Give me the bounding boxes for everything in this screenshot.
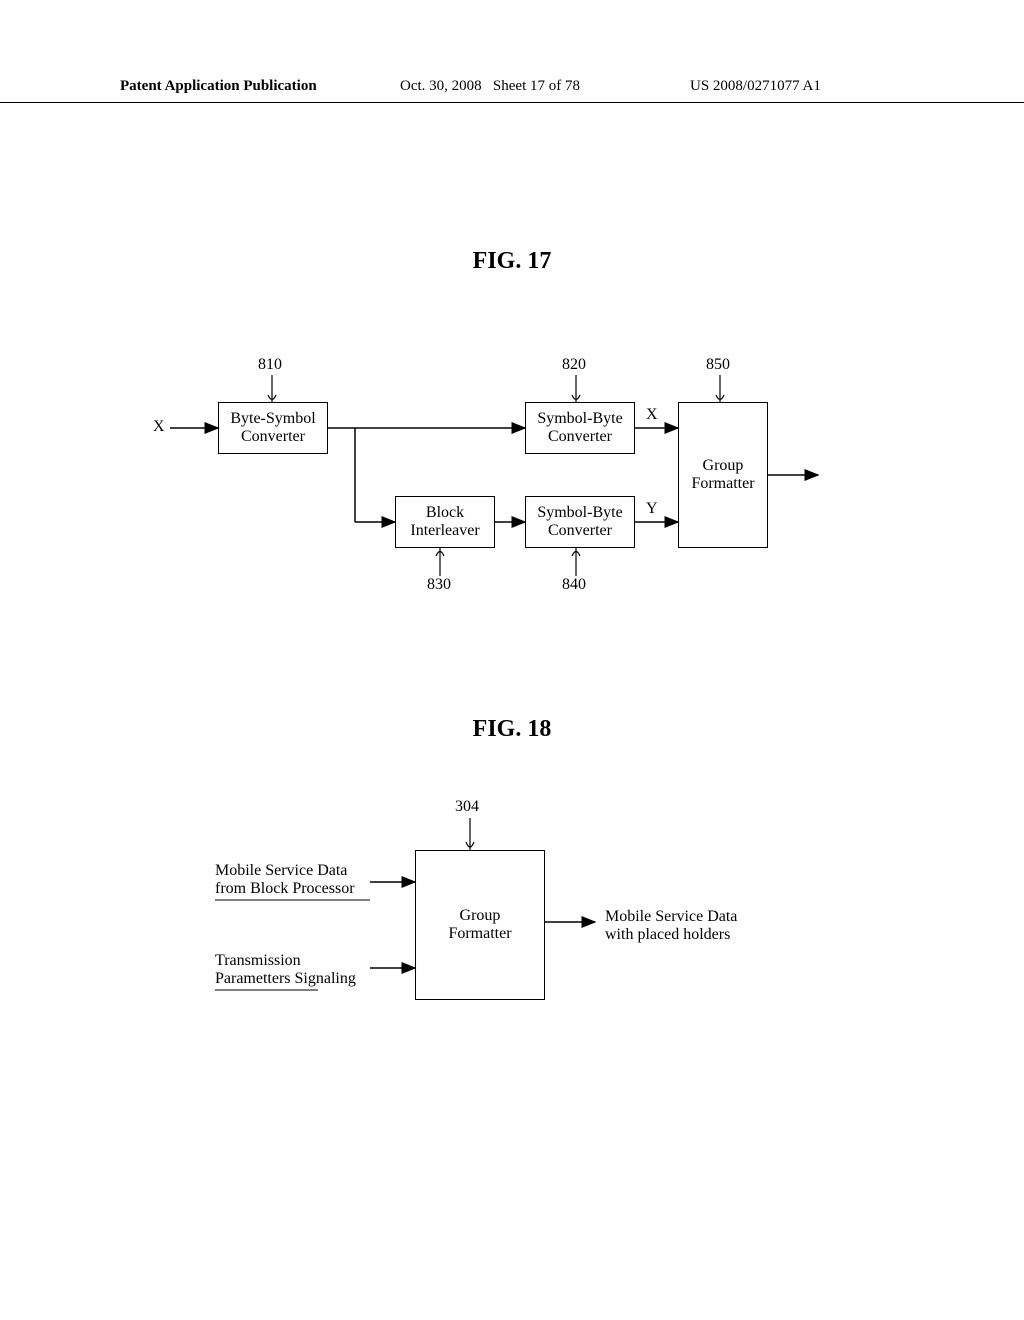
fig17-box-block-interleaver: Block Interleaver xyxy=(395,496,495,548)
fig17-ref-850: 850 xyxy=(706,356,730,374)
fig18-input-top: Mobile Service Data from Block Processor xyxy=(215,862,355,898)
header-publication: Patent Application Publication xyxy=(120,78,317,95)
fig18-ref-304: 304 xyxy=(455,798,479,816)
header-pubnum: US 2008/0271077 A1 xyxy=(690,78,821,95)
fig17-box-symbol-byte-top: Symbol-Byte Converter xyxy=(525,402,635,454)
fig18-input-bot: Transmission Parametters Signaling xyxy=(215,952,356,988)
header-date: Oct. 30, 2008 xyxy=(400,78,482,94)
fig17-title: FIG. 17 xyxy=(0,248,1024,275)
fig17-input-x: X xyxy=(153,418,165,436)
fig17-box-group-formatter: Group Formatter xyxy=(678,402,768,548)
fig17-ref-820: 820 xyxy=(562,356,586,374)
fig17-ref-840: 840 xyxy=(562,576,586,594)
fig17-box-symbol-byte-bot: Symbol-Byte Converter xyxy=(525,496,635,548)
header-date-sheet: Oct. 30, 2008 Sheet 17 of 78 xyxy=(400,78,580,95)
fig17-ref-830: 830 xyxy=(427,576,451,594)
fig17-out-y: Y xyxy=(646,500,658,518)
fig17-box-byte-symbol: Byte-Symbol Converter xyxy=(218,402,328,454)
header-sheet: Sheet 17 of 78 xyxy=(493,78,580,94)
fig18-box-group-formatter: Group Formatter xyxy=(415,850,545,1000)
fig18-output: Mobile Service Data with placed holders xyxy=(605,908,737,944)
fig17-ref-810: 810 xyxy=(258,356,282,374)
fig17-out-x: X xyxy=(646,406,658,424)
fig17-arrows xyxy=(0,0,1024,700)
page-header: Patent Application Publication Oct. 30, … xyxy=(0,78,1024,103)
fig18-arrows xyxy=(0,0,1024,1320)
fig18-title: FIG. 18 xyxy=(0,716,1024,743)
